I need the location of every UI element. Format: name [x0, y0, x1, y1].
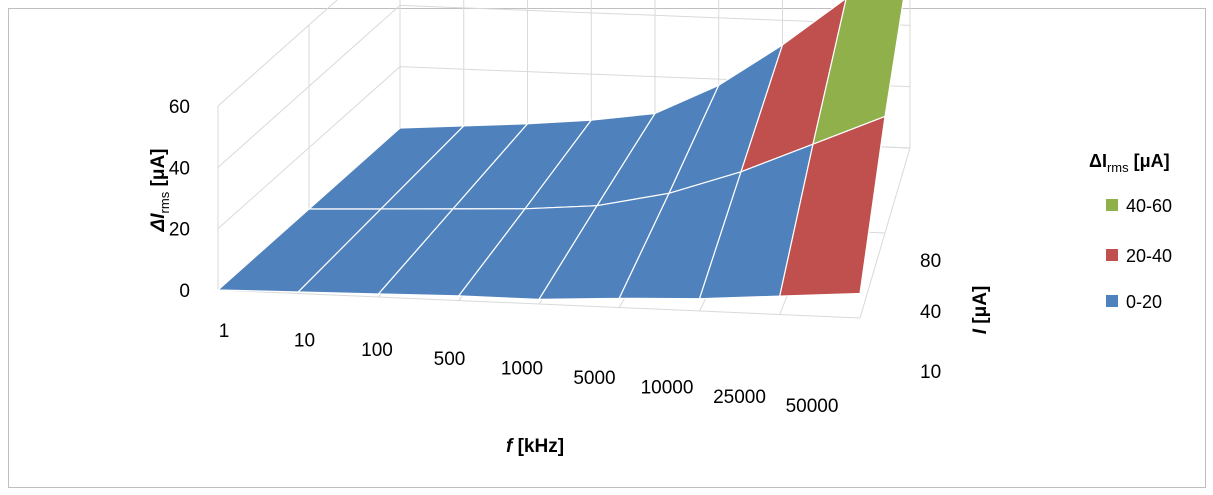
gridline-z-3 — [217, 0, 338, 107]
x-tick-label-5000: 5000 — [573, 368, 615, 389]
surface-plot — [217, 0, 904, 300]
gridline-y-floor-0 — [217, 289, 861, 319]
z-axis-title: ΔIrms [μA] — [148, 149, 172, 233]
y-tick-label-10: 10 — [920, 362, 941, 383]
surface-cell-0-7 — [779, 115, 886, 297]
legend-label-20-40: 20-40 — [1126, 246, 1172, 266]
z-tick-label-40: 40 — [169, 158, 190, 179]
legend: ΔIrms [μA] 40-60 20-40 0-20 — [1089, 151, 1172, 312]
legend-title-main: ΔI — [1089, 151, 1107, 171]
y-axis-title-unit: [μA] — [970, 286, 991, 329]
x-axis-title-main: f — [506, 436, 514, 457]
y-tick-label-80: 80 — [920, 251, 941, 272]
z-axis-title-main: ΔI — [148, 213, 169, 233]
legend-swatch-40-60 — [1106, 199, 1118, 211]
x-tick-label-25000: 25000 — [713, 387, 766, 408]
legend-title-sub: rms — [1107, 160, 1129, 175]
z-axis-ticks: 0 20 40 60 — [169, 97, 190, 302]
z-axis-title-unit: [μA] — [148, 149, 169, 192]
x-tick-label-1000: 1000 — [501, 359, 543, 380]
x-tick-label-10000: 10000 — [641, 377, 694, 398]
y-axis-title-main: I — [970, 328, 991, 334]
z-tick-label-60: 60 — [169, 97, 190, 118]
x-tick-label-10: 10 — [294, 330, 315, 351]
legend-title-unit: [μA] — [1129, 151, 1170, 171]
legend-label-0-20: 0-20 — [1126, 292, 1162, 312]
legend-swatch-20-40 — [1106, 249, 1118, 261]
y-tick-label-40: 40 — [920, 302, 941, 323]
z-axis-title-sub: rms — [157, 191, 172, 213]
x-axis-title: f [kHz] — [506, 436, 564, 457]
legend-label-40-60: 40-60 — [1126, 196, 1172, 216]
x-tick-label-50000: 50000 — [786, 396, 839, 417]
z-tick-label-0: 0 — [179, 281, 190, 302]
y-axis-ticks: 10 40 80 — [920, 251, 941, 383]
y-axis-title: I [μA] — [970, 286, 991, 335]
x-tick-label-1: 1 — [219, 321, 230, 342]
x-tick-label-500: 500 — [434, 349, 466, 370]
legend-title: ΔIrms [μA] — [1089, 151, 1170, 175]
x-axis-ticks: 1 10 100 500 1000 5000 10000 25000 50000 — [219, 321, 839, 417]
z-tick-label-20: 20 — [169, 220, 190, 241]
x-axis-title-unit: [kHz] — [512, 436, 564, 457]
legend-swatch-0-20 — [1106, 295, 1118, 307]
x-tick-label-100: 100 — [361, 340, 393, 361]
